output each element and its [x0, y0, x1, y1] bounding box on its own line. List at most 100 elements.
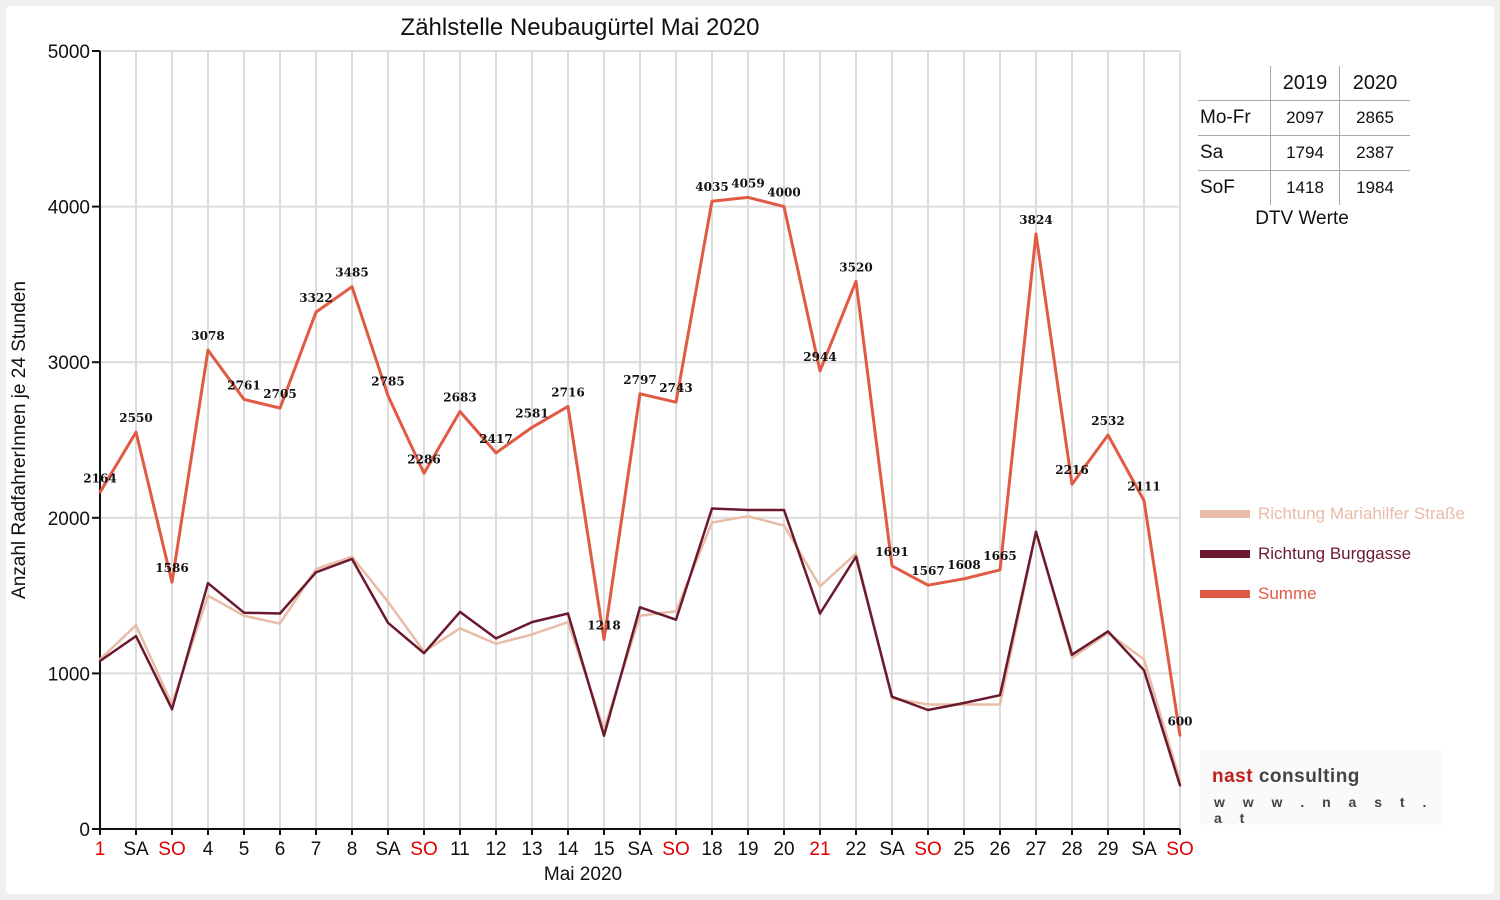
data-label: 2286: [407, 452, 440, 466]
data-point: [1070, 482, 1074, 486]
dtv-row-sa: Sa 1794 2387: [1198, 135, 1410, 171]
data-point: [350, 285, 354, 288]
data-label: 2683: [443, 391, 476, 405]
data-point: [98, 491, 102, 494]
data-point: [242, 614, 246, 618]
x-tick-label: 8: [347, 839, 358, 860]
data-point: [638, 614, 642, 618]
data-point: [314, 567, 318, 571]
legend-label: Richtung Burggasse: [1258, 544, 1412, 563]
data-point: [638, 392, 642, 395]
data-point: [1070, 656, 1074, 660]
data-point: [1142, 499, 1146, 502]
data-label: 2785: [371, 375, 404, 389]
x-tick-label: 7: [311, 839, 322, 860]
x-tick-label: SO: [158, 839, 185, 860]
data-point: [566, 620, 570, 624]
data-point: [1106, 630, 1110, 633]
logo-url: w w w . n a s t . a t: [1214, 794, 1434, 826]
data-label: 2761: [227, 378, 260, 392]
data-point: [926, 703, 930, 706]
data-point: [782, 508, 786, 512]
data-label: 1218: [587, 618, 620, 632]
data-label: 600: [1167, 715, 1192, 729]
data-point: [494, 451, 498, 455]
data-point: [134, 431, 138, 434]
x-tick-label: 11: [450, 839, 470, 860]
data-label: 2111: [1127, 480, 1160, 494]
legend-item-burggasse: Richtung Burggasse: [1200, 534, 1465, 574]
x-tick-label: 27: [1025, 839, 1046, 860]
x-axis-label: Mai 2020: [543, 864, 623, 885]
data-point: [746, 508, 750, 512]
data-label: 2743: [659, 381, 692, 395]
data-point: [1106, 433, 1110, 437]
x-tick-label: SA: [375, 839, 401, 860]
x-tick-label: SA: [123, 839, 149, 860]
data-label: 3520: [839, 260, 872, 274]
data-label: 2164: [83, 471, 116, 485]
data-point: [314, 310, 318, 314]
data-point: [746, 515, 750, 518]
dtv-value: 2097: [1270, 100, 1340, 136]
dtv-row-sof: SoF 1418 1984: [1198, 170, 1410, 205]
data-point: [458, 610, 462, 614]
data-point: [1142, 658, 1146, 661]
y-tick-label: 1000: [48, 664, 90, 685]
x-tick-label: 21: [809, 839, 830, 860]
logo-brand-rest: consulting: [1253, 766, 1360, 787]
data-point: [854, 280, 858, 283]
data-label: 2797: [623, 373, 656, 387]
x-tick-label: 1: [95, 839, 106, 860]
x-tick-label: SO: [1166, 839, 1193, 860]
x-tick-label: 22: [845, 839, 866, 860]
data-label: 2944: [803, 350, 836, 364]
x-tick-label: SA: [627, 839, 653, 860]
data-label: 2532: [1091, 414, 1124, 428]
data-point: [494, 642, 498, 646]
data-label: 1691: [875, 545, 908, 559]
data-point: [242, 611, 246, 614]
logo-wordmark: nast consulting: [1212, 766, 1360, 788]
data-point: [998, 693, 1002, 697]
x-tick-label: 4: [203, 839, 214, 860]
data-point: [638, 606, 642, 609]
data-point: [674, 400, 678, 404]
legend: Richtung Mariahilfer Straße Richtung Bur…: [1200, 494, 1465, 614]
data-label: 4035: [695, 180, 728, 194]
x-tick-label: 26: [989, 839, 1010, 860]
data-point: [350, 557, 354, 561]
data-point: [278, 612, 282, 615]
data-point: [710, 521, 714, 524]
dtv-col-2020: 2020: [1339, 66, 1410, 101]
data-point: [1178, 734, 1182, 737]
data-point: [854, 555, 858, 558]
legend-item-mariahilfer: Richtung Mariahilfer Straße: [1200, 494, 1465, 534]
data-label: 2550: [119, 411, 152, 425]
data-label: 1586: [155, 561, 188, 575]
x-tick-label: 12: [485, 839, 506, 860]
grid: [100, 50, 1181, 829]
data-label: 1567: [911, 564, 944, 578]
data-label: 3485: [335, 266, 368, 280]
x-tick-label: 13: [521, 839, 542, 860]
data-point: [890, 564, 894, 568]
data-point: [386, 621, 390, 625]
data-point: [602, 734, 606, 737]
data-point: [206, 581, 210, 585]
data-label: 2581: [515, 406, 548, 420]
x-tick-label: 19: [737, 839, 758, 860]
data-point: [134, 623, 138, 627]
data-label: 1665: [983, 549, 1016, 563]
chart-title: Zählstelle Neubaugürtel Mai 2020: [400, 14, 760, 41]
dtv-value: 1984: [1339, 170, 1410, 205]
dtv-value: 1794: [1270, 135, 1340, 171]
data-point: [278, 406, 282, 410]
data-point: [566, 612, 570, 615]
data-point: [386, 600, 390, 604]
data-point: [314, 571, 318, 574]
x-tick-label: SO: [914, 839, 941, 860]
legend-label: Richtung Mariahilfer Straße: [1258, 504, 1465, 523]
data-point: [458, 627, 462, 630]
